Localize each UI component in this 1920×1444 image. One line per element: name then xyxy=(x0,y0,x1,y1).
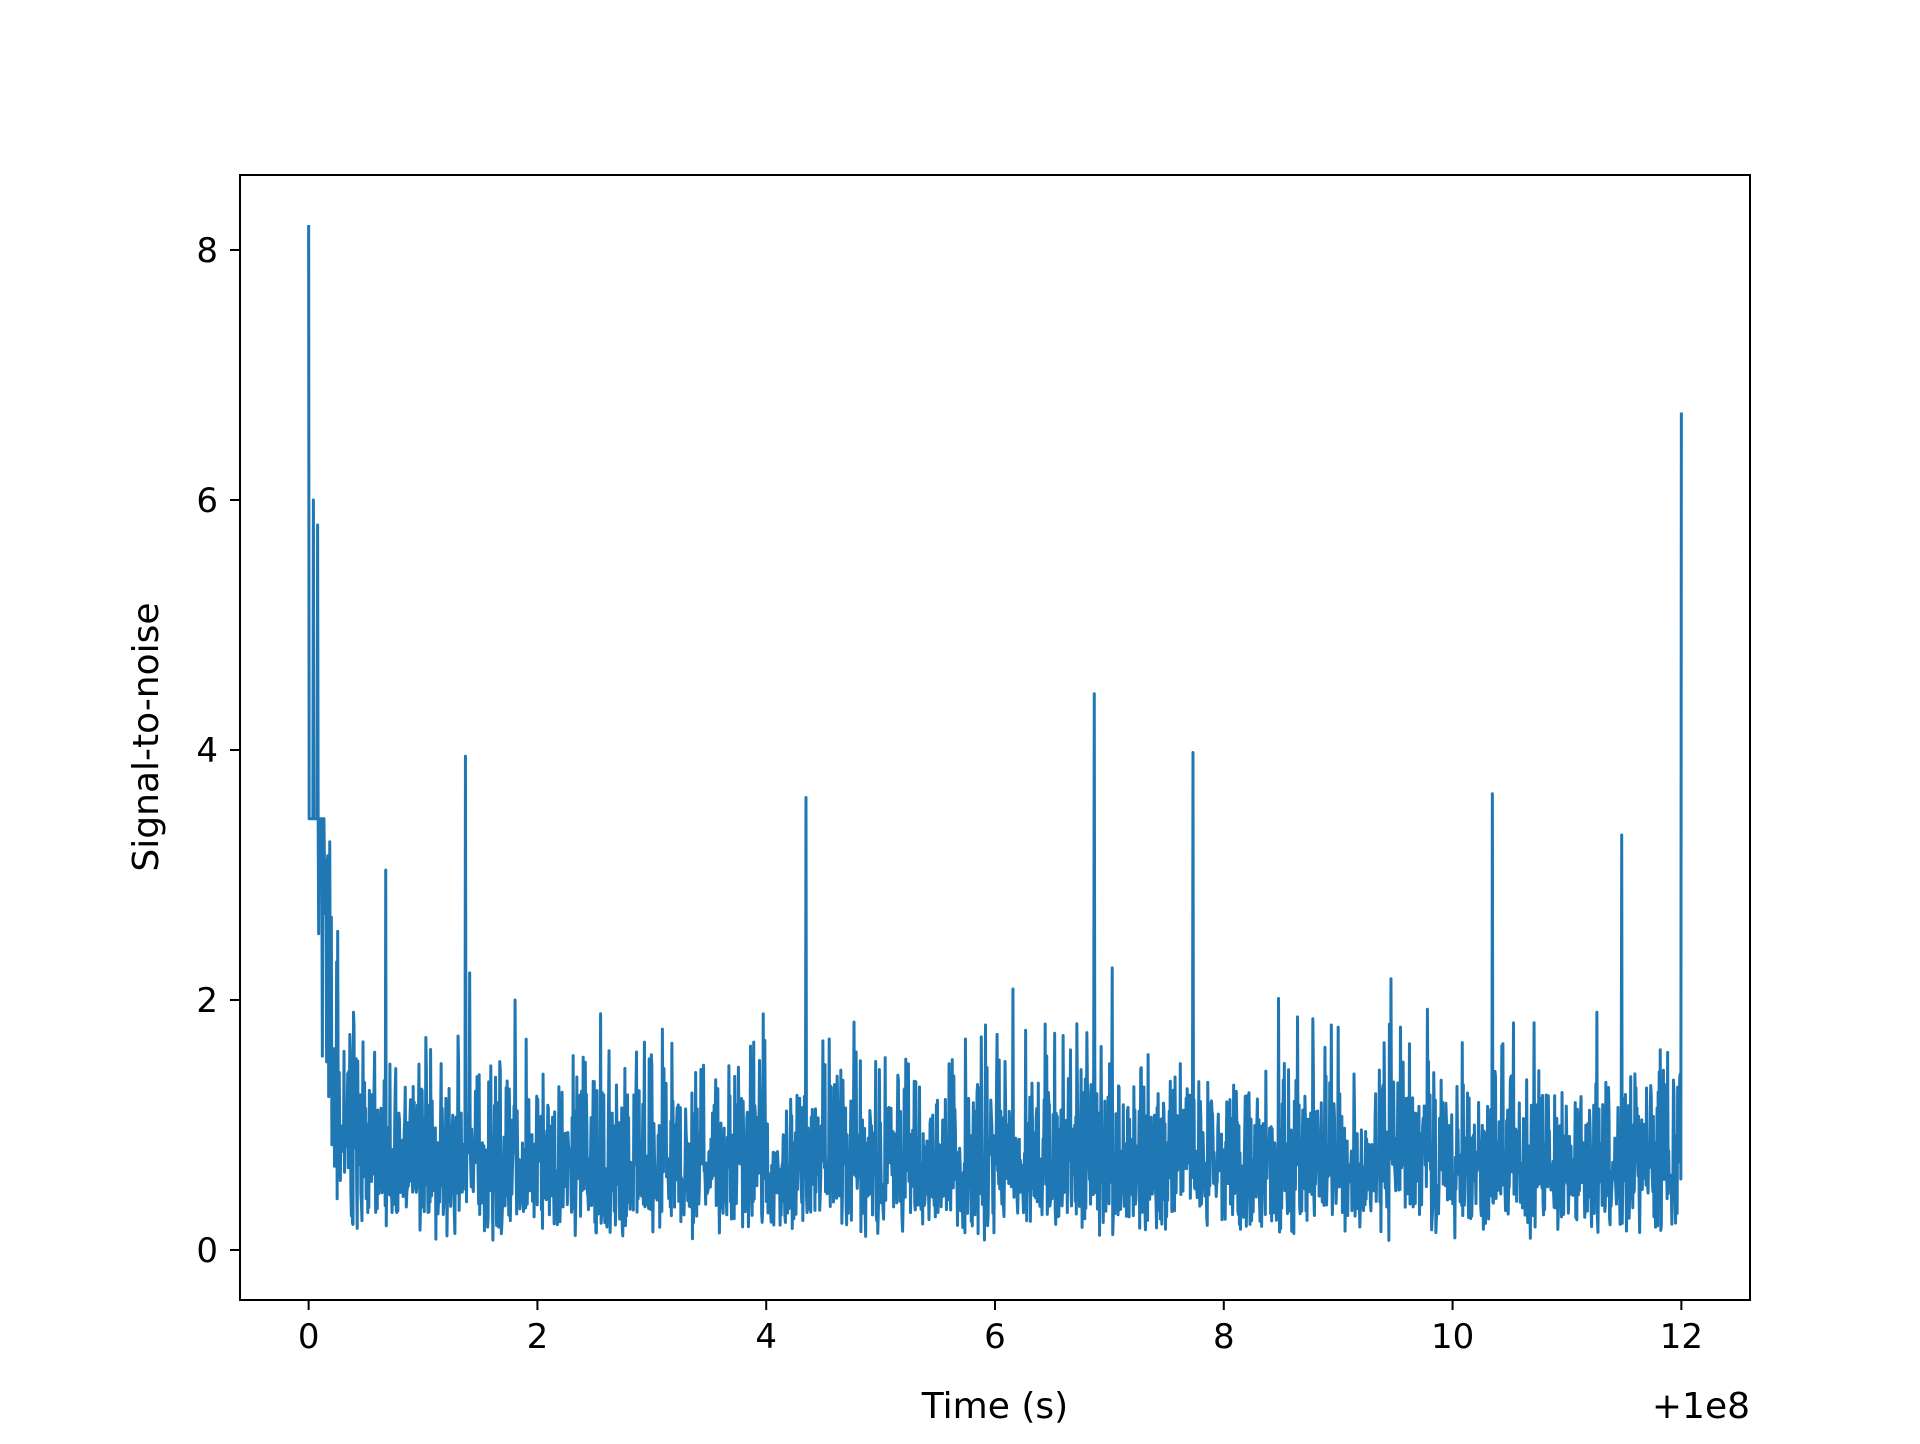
y-tick-label: 2 xyxy=(196,981,218,1021)
x-tick-label: 10 xyxy=(1431,1317,1474,1357)
x-axis-offset-label: +1e8 xyxy=(1652,1386,1750,1427)
y-tick-label: 4 xyxy=(196,731,218,771)
x-tick-label: 4 xyxy=(755,1317,777,1357)
y-tick-label: 8 xyxy=(196,231,218,271)
series-line xyxy=(307,224,1683,1242)
y-tick-label: 0 xyxy=(196,1231,218,1271)
x-tick-label: 6 xyxy=(984,1317,1006,1357)
x-axis: 0 2 4 6 8 10 12 xyxy=(298,1300,1703,1357)
x-tick-label: 0 xyxy=(298,1317,320,1357)
x-tick-label: 12 xyxy=(1660,1317,1703,1357)
y-axis-label: Signal-to-noise xyxy=(126,602,167,871)
x-tick-label: 2 xyxy=(527,1317,549,1357)
x-axis-label: Time (s) xyxy=(921,1386,1068,1427)
x-tick-label: 8 xyxy=(1213,1317,1235,1357)
series-layer xyxy=(307,224,1683,1242)
y-tick-label: 6 xyxy=(196,481,218,521)
y-axis: 0 2 4 6 8 xyxy=(196,231,240,1271)
